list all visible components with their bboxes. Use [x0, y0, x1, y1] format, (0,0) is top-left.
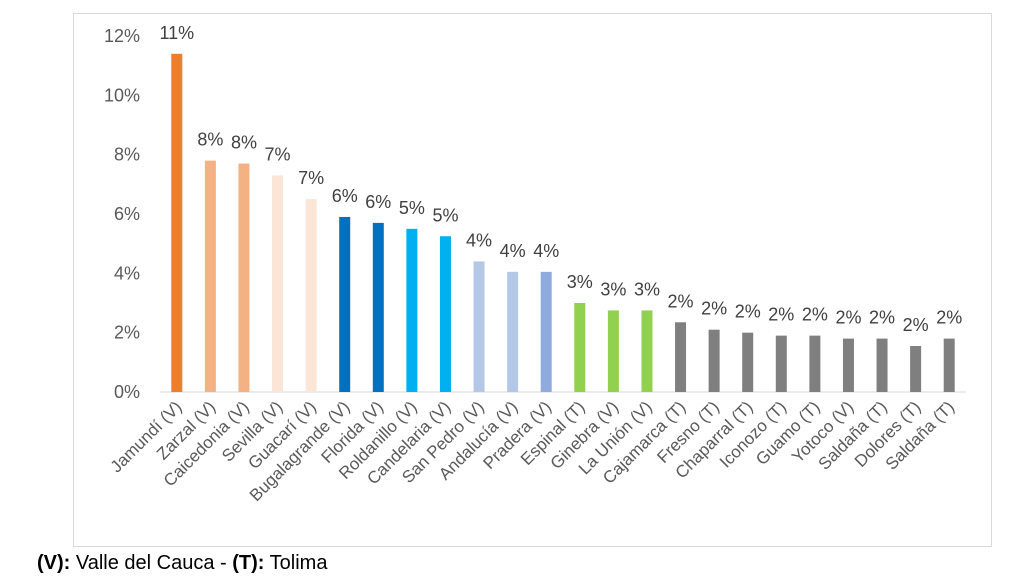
bar — [675, 322, 687, 392]
footnote-t-code: (T): — [232, 552, 265, 574]
bar — [406, 228, 418, 392]
bar — [171, 53, 183, 393]
data-labels: 11% 8% 8% 7% 7% 6% 6% 5% 5% 4% 4% 4% 3% 3% 3% 2% 2% 2% 2% 2… — [159, 23, 962, 335]
bar — [439, 236, 451, 392]
data-label: 2% — [936, 308, 962, 328]
bar — [372, 222, 384, 392]
data-label: 2% — [768, 305, 794, 325]
data-label: 2% — [802, 305, 828, 325]
data-label: 3% — [634, 279, 660, 299]
bars — [171, 53, 955, 393]
bar — [842, 338, 854, 392]
y-tick-label: 4% — [114, 263, 140, 283]
data-label: 7% — [298, 168, 324, 188]
data-label: 8% — [231, 133, 257, 153]
y-tick-label: 12% — [104, 26, 140, 46]
data-label: 4% — [500, 241, 526, 261]
data-label: 7% — [265, 144, 291, 164]
bar — [742, 332, 754, 392]
bar — [473, 261, 485, 392]
bar — [238, 163, 250, 392]
data-label: 2% — [903, 315, 929, 335]
footnote: (V): Valle del Cauca - (T): Tolima — [37, 552, 327, 575]
data-label: 2% — [869, 308, 895, 328]
bar — [540, 271, 552, 392]
category-labels: Jamundí (V)Zarzal (V)Caicedonia (V)Sevil… — [107, 397, 958, 505]
footnote-v-code: (V): — [37, 552, 71, 574]
data-label: 6% — [365, 192, 391, 212]
bar — [272, 175, 284, 392]
data-label: 3% — [600, 279, 626, 299]
data-label: 2% — [735, 302, 761, 322]
y-tick-label: 8% — [114, 145, 140, 165]
data-label: 8% — [197, 130, 223, 150]
bar — [708, 329, 720, 392]
bar — [574, 303, 586, 392]
y-tick-label: 6% — [114, 204, 140, 224]
footnote-t-name: Tolima — [264, 552, 328, 574]
data-label: 4% — [533, 241, 559, 261]
bar — [305, 199, 317, 392]
data-label: 5% — [432, 205, 458, 225]
bar — [809, 335, 821, 392]
bar — [876, 338, 888, 392]
data-label: 11% — [159, 23, 194, 43]
data-label: 3% — [567, 272, 593, 292]
y-tick-label: 10% — [104, 85, 140, 105]
y-axis-ticks: 0% 2% 4% 6% 8% 10% 12% — [104, 26, 140, 402]
bar — [204, 160, 216, 392]
chart-frame — [73, 13, 992, 547]
bar — [775, 335, 787, 392]
bar — [910, 346, 922, 392]
data-label: 4% — [466, 230, 492, 250]
data-label: 5% — [399, 198, 425, 218]
y-tick-label: 2% — [114, 323, 140, 343]
data-label: 6% — [332, 186, 358, 206]
data-label: 2% — [668, 291, 694, 311]
bar — [339, 216, 351, 392]
bar — [641, 310, 653, 392]
bar — [607, 310, 619, 392]
data-label: 2% — [701, 299, 727, 319]
bar — [943, 338, 955, 392]
bar — [507, 271, 519, 392]
y-tick-label: 0% — [114, 382, 140, 402]
footnote-v-name: Valle del Cauca - — [70, 552, 233, 574]
data-label: 2% — [835, 308, 861, 328]
